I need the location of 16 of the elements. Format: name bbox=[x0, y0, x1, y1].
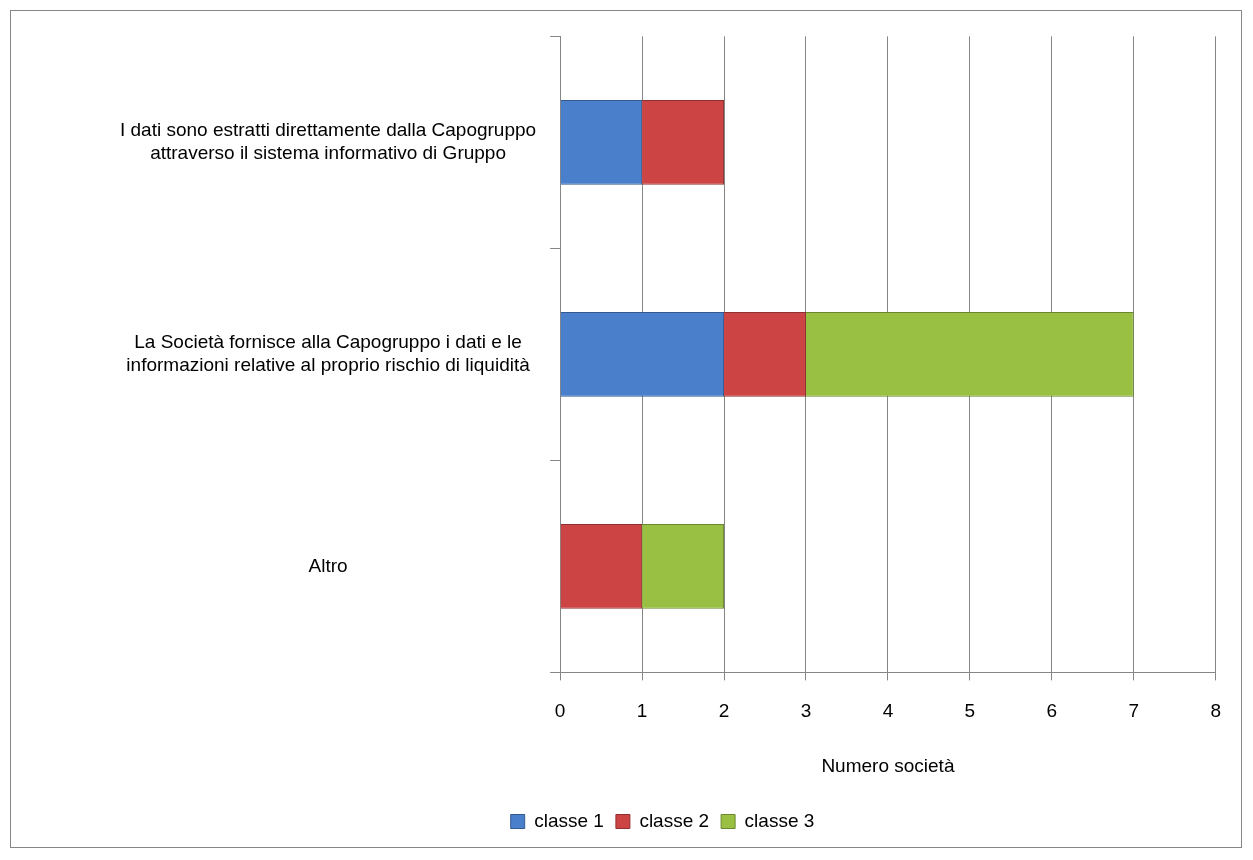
legend-label: classe 2 bbox=[639, 809, 710, 831]
x-tick-label: 5 bbox=[964, 700, 976, 722]
legend-label: classe 1 bbox=[534, 809, 604, 831]
legend-label: classe 3 bbox=[744, 809, 815, 831]
x-tick-label: 3 bbox=[800, 700, 812, 722]
y-tick-label: La Società fornisce alla Capogruppo i dati e le informazioni relative al proprio rischio di liquidità bbox=[126, 331, 531, 376]
x-tick-label: 2 bbox=[718, 700, 730, 722]
x-axis-title: Numero società bbox=[821, 754, 955, 776]
x-tick-label: 7 bbox=[1128, 700, 1140, 722]
y-tick-label: Altro bbox=[308, 554, 348, 576]
x-tick-label: 8 bbox=[1210, 700, 1222, 722]
x-tick-label: 1 bbox=[636, 700, 648, 722]
x-tick-label: 6 bbox=[1046, 700, 1058, 722]
y-tick-label: I dati sono estratti direttamente dalla Capogruppo attraverso il sistema informativo di Gruppo bbox=[119, 119, 537, 164]
x-tick-label: 4 bbox=[882, 700, 894, 722]
x-tick-label: 0 bbox=[554, 700, 566, 722]
